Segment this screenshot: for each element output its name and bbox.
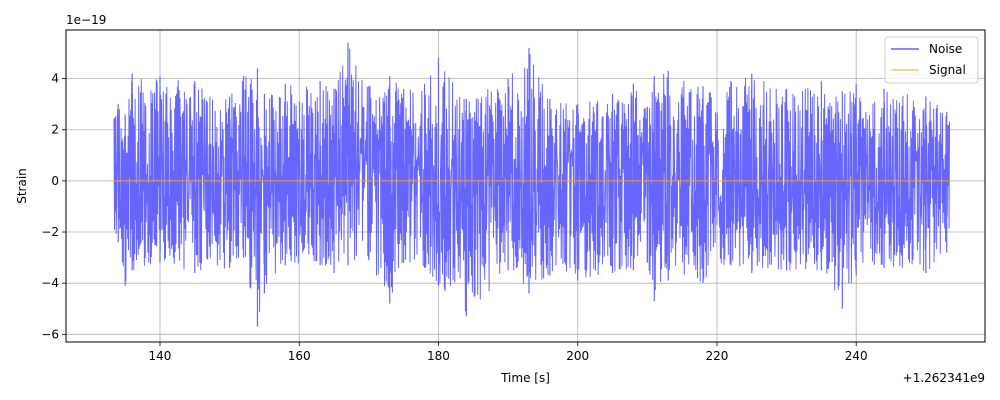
x-tick-label: 140 — [149, 349, 172, 363]
legend-signal-label: Signal — [929, 63, 966, 77]
y-scale-label: 1e−19 — [66, 13, 106, 27]
x-axis-label: Time [s] — [500, 371, 550, 385]
x-tick-label: 180 — [427, 349, 450, 363]
y-tick-label: −6 — [41, 327, 59, 341]
x-tick-label: 200 — [566, 349, 589, 363]
noise-series-line — [113, 48, 950, 313]
y-tick-label: 4 — [51, 72, 59, 86]
y-axis-label: Strain — [15, 168, 29, 204]
legend: Noise Signal — [884, 36, 979, 84]
y-tick-label: −4 — [41, 276, 59, 290]
legend-noise-label: Noise — [929, 42, 962, 56]
x-tick-label: 220 — [706, 349, 729, 363]
x-offset-label: +1.262341e9 — [903, 371, 985, 385]
plot-area — [113, 42, 950, 327]
y-tick-label: −2 — [41, 225, 59, 239]
x-tick-label: 240 — [845, 349, 868, 363]
axis-ticks: 140 160 180 200 220 240 −6 −4 −2 0 2 4 — [41, 72, 867, 363]
y-tick-label: 2 — [51, 123, 59, 137]
x-tick-label: 160 — [288, 349, 311, 363]
y-tick-label: 0 — [51, 174, 59, 188]
axes-frame — [65, 29, 986, 343]
